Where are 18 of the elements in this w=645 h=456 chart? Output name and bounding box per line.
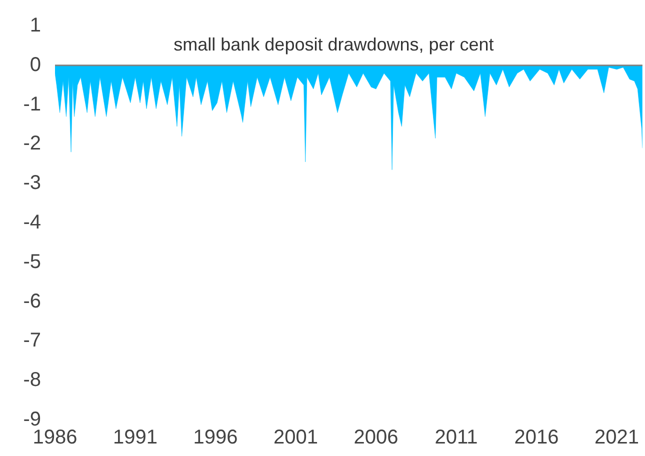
text: small bank deposit drawdowns, per cent bbox=[174, 34, 494, 55]
x-tick-label: 2011 bbox=[434, 426, 478, 449]
y-tick-label: -5 bbox=[23, 250, 41, 273]
y-tick-label: -3 bbox=[23, 172, 41, 194]
y-tick-label: 0 bbox=[30, 54, 41, 76]
x-tick-label: 2006 bbox=[354, 426, 398, 449]
x-tick-label: 1996 bbox=[193, 426, 238, 449]
y-tick-label: -6 bbox=[23, 290, 41, 312]
y-tick-label: -8 bbox=[23, 369, 41, 392]
y-tick-label: 1 bbox=[30, 14, 41, 37]
x-tick-label: 2001 bbox=[274, 426, 318, 449]
y-tick-label: -1 bbox=[23, 93, 41, 116]
x-tick-label: 2021 bbox=[594, 426, 640, 449]
x-tick-label: 2016 bbox=[514, 426, 559, 449]
y-tick-label: -7 bbox=[23, 330, 41, 352]
y-tick-label: -4 bbox=[23, 212, 41, 234]
x-tick-label: 1991 bbox=[113, 426, 158, 449]
y-tick-label: -2 bbox=[23, 132, 41, 155]
